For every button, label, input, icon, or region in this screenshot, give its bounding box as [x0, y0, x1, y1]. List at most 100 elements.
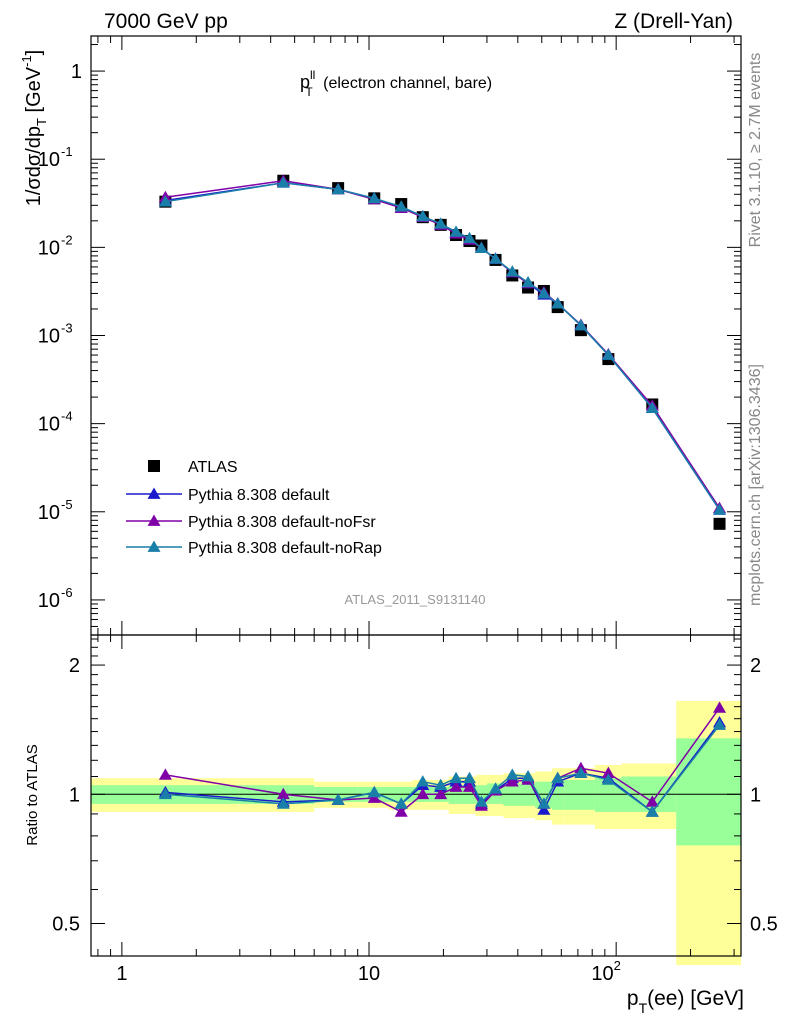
ratio-point	[474, 795, 488, 807]
series-line	[165, 182, 721, 511]
y-tick-label-exp: -1	[61, 144, 73, 159]
ratio-point	[551, 771, 565, 784]
ratio-series	[158, 701, 727, 817]
ratio-point	[276, 797, 290, 809]
x-tick-label: 102	[591, 958, 620, 985]
series-point	[434, 217, 448, 229]
ratio-point	[449, 780, 463, 792]
ratio-point	[434, 778, 448, 791]
series-point	[645, 401, 659, 413]
data-point-atlas	[713, 517, 726, 530]
ratio-point	[505, 775, 519, 787]
ratio-point	[416, 775, 430, 787]
legend-label: Pythia 8.308 default-noFsr	[188, 514, 376, 531]
y-tick-label: 10	[38, 326, 60, 348]
ratio-point	[505, 768, 519, 780]
y-axis-label-close: ]	[23, 50, 45, 56]
series-point	[449, 225, 463, 237]
ratio-point	[601, 766, 615, 779]
legend-label: ATLAS	[188, 459, 238, 476]
series-point	[551, 297, 565, 309]
band-inner	[564, 779, 595, 810]
y-tick-label-exp: -4	[61, 409, 73, 424]
x-axis-label-rest: (ee) [GeV]	[647, 987, 744, 1010]
y-axis-label-unit: [GeV	[23, 66, 45, 118]
ratio-point	[537, 797, 551, 809]
ratio-y-tick-label: 1	[69, 784, 80, 806]
plot-title-sup: ll	[310, 68, 315, 82]
band-inner	[676, 738, 741, 846]
y-tick-label-exp: -5	[61, 497, 73, 512]
series-point	[367, 191, 381, 204]
series-point	[537, 286, 551, 299]
header-right: Z (Drell-Yan)	[614, 10, 733, 33]
analysis-id: ATLAS_2011_S9131140	[345, 592, 486, 607]
ratio-point	[713, 718, 727, 730]
ratio-point	[462, 780, 476, 792]
ratio-y-axis-label: Ratio to ATLAS	[24, 744, 41, 845]
side-label-rivet: Rivet 3.1.10, ≥ 2.7M events	[747, 53, 764, 248]
plot-title-rest: (electron channel, bare)	[319, 75, 492, 92]
plot-title-main: p	[300, 72, 310, 92]
y-tick-label: 10	[38, 590, 60, 612]
ratio-point	[489, 782, 503, 794]
y-tick-label: 10	[38, 149, 60, 171]
series-point	[489, 252, 503, 264]
ratio-frame	[90, 634, 742, 957]
legend: ATLAS Pythia 8.308 default Pythia 8.308 de…	[126, 459, 382, 557]
ratio-y-tick-label-right: 2	[750, 655, 761, 677]
x-axis-label: pT(ee) [GeV]	[627, 987, 744, 1016]
ratio-point	[434, 787, 448, 800]
x-tick-label: 10	[358, 963, 380, 985]
ratio-y-tick-label-right: 0.5	[750, 913, 778, 935]
series-point	[601, 348, 615, 360]
series-point	[158, 195, 172, 207]
y-axis-label-sub: T	[34, 118, 49, 126]
x-axis-label-main: p	[627, 987, 639, 1010]
ratio-point	[645, 805, 659, 817]
y-axis-label-unit-sup: -1	[19, 55, 34, 67]
y-tick-label: 10	[38, 414, 60, 436]
legend-marker-atlas	[148, 460, 160, 472]
ratio-point	[158, 787, 172, 800]
y-tick-label: 10	[38, 237, 60, 259]
y-tick-label-exp: -6	[61, 585, 73, 600]
main-series	[158, 174, 727, 530]
ratio-y-tick-label: 2	[69, 655, 80, 677]
x-axis-label-sub: T	[639, 1000, 648, 1016]
ratio-point	[158, 768, 172, 780]
side-label-mcplots: mcplots.cern.ch [arXiv:1306.3436]	[747, 364, 764, 606]
ratio-point	[449, 771, 463, 784]
series-point	[474, 241, 488, 254]
ratio-point	[416, 787, 430, 800]
ratio-point	[462, 771, 476, 784]
ratio-point	[645, 795, 659, 807]
plot-title-sub: T	[305, 85, 313, 99]
y-axis-label: 1/σdσ/dpT [GeV-1]	[19, 50, 49, 207]
ratio-point	[713, 701, 727, 713]
ratio-point	[601, 773, 615, 785]
ratio-point	[394, 797, 408, 809]
ratio-point	[521, 770, 535, 782]
series-point	[462, 231, 476, 244]
ratio-point	[367, 785, 381, 798]
x-tick-label-exp: 2	[614, 958, 621, 973]
series-point	[276, 176, 290, 188]
y-tick-label-exp: -2	[61, 232, 73, 247]
ratio-axes: 1 10 102 0.5 0.5 1 1 2 2	[52, 635, 778, 985]
legend-marker	[147, 514, 161, 526]
y-tick-label: 1	[71, 61, 82, 83]
header-left: 7000 GeV pp	[104, 10, 228, 33]
series-point	[394, 200, 408, 212]
series-line	[165, 182, 721, 511]
main-axes: 10 -610 -510 -410 -310 -210 -11	[38, 36, 741, 636]
legend-label: Pythia 8.308 default	[188, 487, 330, 504]
y-tick-label: 10	[38, 502, 60, 524]
x-tick-label: 1	[116, 963, 127, 985]
ratio-y-tick-label: 0.5	[52, 913, 80, 935]
y-axis-label-main: 1/σdσ/dp	[23, 126, 45, 206]
legend-marker	[147, 540, 161, 552]
ratio-point	[276, 787, 290, 800]
series-point	[574, 318, 588, 331]
